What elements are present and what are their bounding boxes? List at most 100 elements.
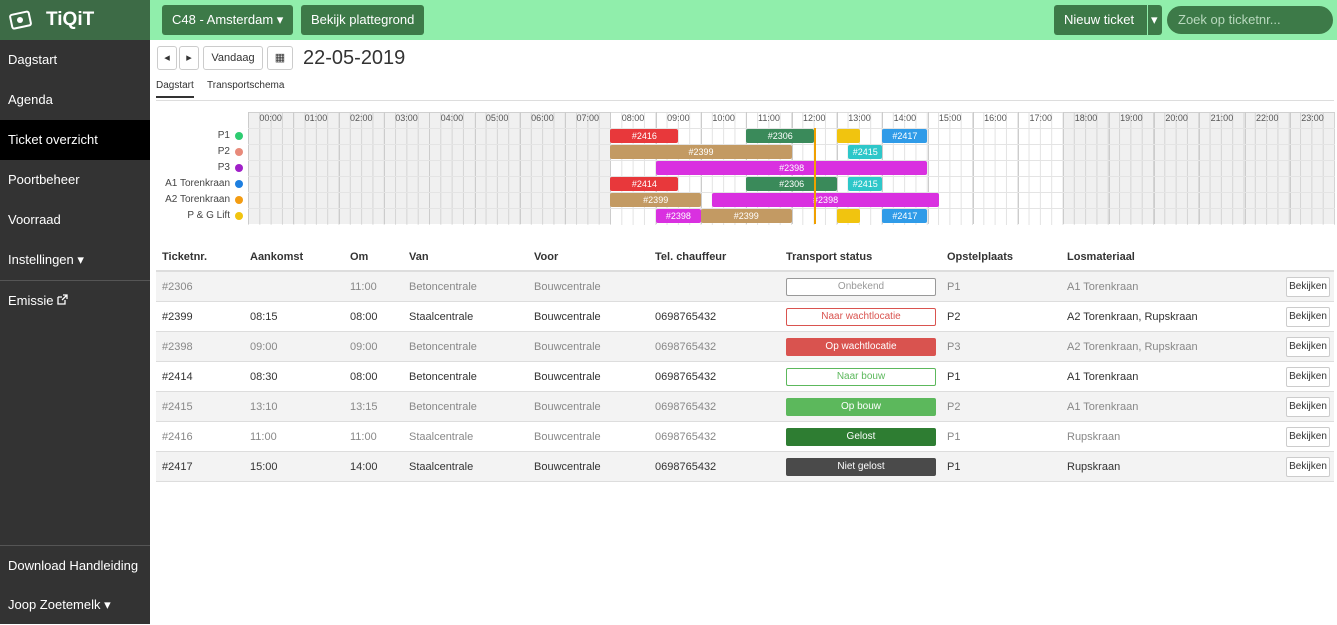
view-button[interactable]: Bekijken: [1286, 307, 1330, 327]
table-cell: 08:30: [250, 371, 278, 383]
table-cell: Bouwcentrale: [534, 461, 601, 473]
view-button[interactable]: Bekijken: [1286, 337, 1330, 357]
table-cell: 09:00: [350, 341, 378, 353]
today-button[interactable]: Vandaag: [203, 46, 263, 70]
schedule-bar[interactable]: #2398: [655, 161, 928, 175]
column-header: Transport status: [786, 251, 873, 263]
view-button[interactable]: Bekijken: [1286, 397, 1330, 417]
hour-column: [383, 112, 430, 224]
footer-item[interactable]: Download Handleiding: [0, 545, 150, 585]
hour-column: [565, 112, 611, 224]
hour-column: [338, 112, 384, 224]
table-cell: #2414: [162, 371, 193, 383]
hour-column: [1154, 112, 1200, 224]
menu-item[interactable]: Ticket overzicht: [0, 120, 150, 160]
table-header-rule: [156, 270, 1334, 272]
hour-label: 22:00: [1255, 113, 1279, 123]
schedule-bar[interactable]: #2414: [610, 177, 679, 191]
floorplan-button[interactable]: Bekijk plattegrond: [301, 5, 425, 35]
brand[interactable]: TiQiT: [0, 0, 150, 40]
schedule-bar[interactable]: #2415: [848, 145, 883, 159]
table-cell: 0698765432: [655, 401, 717, 413]
hour-label: 01:00: [304, 113, 328, 123]
hour-column: [927, 112, 973, 224]
schedule-bar[interactable]: #2398: [712, 193, 939, 207]
table-cell: Bouwcentrale: [534, 401, 601, 413]
schedule-bar[interactable]: #2417: [882, 129, 928, 143]
column-header: Om: [350, 251, 369, 263]
status-badge: Naar wachtlocatie: [786, 308, 936, 326]
hour-column: [1063, 112, 1109, 224]
view-button[interactable]: Bekijken: [1286, 277, 1330, 297]
hour-column: [474, 112, 520, 224]
hour-label: 06:00: [531, 113, 554, 123]
schedule-bar[interactable]: #2415: [848, 177, 883, 191]
menu-label: Poortbeheer: [8, 172, 80, 187]
column-header: Losmateriaal: [1067, 251, 1135, 263]
hour-column: [1244, 112, 1290, 224]
view-button[interactable]: Bekijken: [1286, 427, 1330, 447]
next-day[interactable]: ▸: [179, 46, 199, 70]
location-label: C48 - Amsterdam: [172, 12, 274, 27]
menu-item[interactable]: Dagstart: [0, 40, 150, 80]
footer-label: Download Handleiding: [8, 558, 139, 573]
bar-label: #2417: [892, 211, 918, 221]
bar-label: #2399: [688, 147, 714, 157]
hour-label: 19:00: [1120, 113, 1143, 123]
new-ticket-caret[interactable]: ▾: [1148, 5, 1162, 35]
brand-name: TiQiT: [46, 9, 95, 30]
new-ticket-button[interactable]: Nieuw ticket: [1054, 5, 1147, 35]
calendar-button[interactable]: ▦: [267, 46, 293, 70]
table-cell: Bouwcentrale: [534, 431, 601, 443]
search-input[interactable]: Zoek op ticketnr...: [1167, 6, 1333, 34]
schedule-bar[interactable]: #2399: [701, 209, 792, 223]
schedule-bar[interactable]: #2399: [610, 193, 701, 207]
table-cell: Rupskraan: [1067, 431, 1121, 443]
hour-label: 10:00: [712, 113, 735, 123]
schedule-bar[interactable]: #2417: [882, 209, 928, 223]
row-line: [248, 144, 1336, 145]
table-cell: P1: [947, 461, 961, 473]
menu-item[interactable]: Voorraad: [0, 200, 150, 240]
table-row: [156, 392, 1334, 422]
table-cell: 13:15: [350, 401, 378, 413]
table-cell: Staalcentrale: [409, 461, 474, 473]
resource-dot: [235, 196, 243, 204]
column-header: Voor: [534, 251, 559, 263]
schedule-bar[interactable]: [836, 209, 860, 223]
table-cell: 09:00: [250, 341, 278, 353]
bar-label: #2415: [852, 147, 878, 157]
schedule-bar[interactable]: [836, 129, 860, 143]
view-button[interactable]: Bekijken: [1286, 457, 1330, 477]
hour-label: 03:00: [395, 113, 418, 123]
bar-label: #2306: [767, 131, 793, 141]
schedule-bar[interactable]: #2306: [746, 129, 815, 143]
menu-item[interactable]: Instellingen ▾: [0, 240, 150, 280]
menu-item[interactable]: Emissie: [0, 280, 150, 320]
column-header: Aankomst: [250, 251, 304, 263]
menu-item[interactable]: Poortbeheer: [0, 160, 150, 200]
footer-label: Joop Zoetemelk: [8, 597, 101, 612]
table-cell: P2: [947, 401, 961, 413]
caret: ▾: [100, 597, 111, 612]
table-row: [156, 332, 1334, 362]
schedule-bar[interactable]: #2306: [746, 177, 837, 191]
table-cell: 08:00: [350, 371, 378, 383]
tab[interactable]: Transportschema: [207, 80, 285, 91]
table-cell: P1: [947, 281, 961, 293]
resource-dot: [235, 132, 243, 140]
location-dropdown[interactable]: C48 - Amsterdam ▾: [162, 5, 294, 35]
tab[interactable]: Dagstart: [156, 80, 194, 98]
schedule-bar[interactable]: #2398: [655, 209, 701, 223]
prev-day[interactable]: ◂: [157, 46, 177, 70]
row-line: [248, 192, 1336, 193]
view-button[interactable]: Bekijken: [1286, 367, 1330, 387]
row-line: [248, 208, 1336, 209]
schedule-bar[interactable]: #2399: [610, 145, 792, 159]
schedule-bar[interactable]: #2416: [610, 129, 679, 143]
column-header: Opstelplaats: [947, 251, 1014, 263]
footer-item[interactable]: Joop Zoetemelk ▾: [0, 585, 150, 625]
menu-item[interactable]: Agenda: [0, 80, 150, 120]
table-cell: P1: [947, 431, 961, 443]
bar-label: #2416: [631, 131, 657, 141]
